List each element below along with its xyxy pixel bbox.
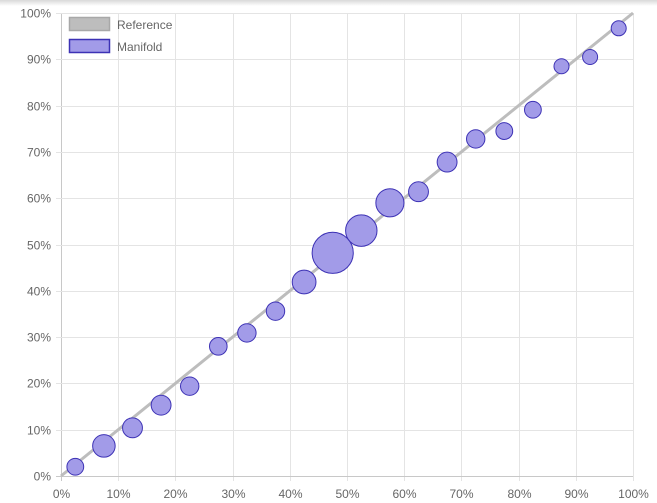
manifold-point[interactable] (66, 457, 85, 476)
manifold-point[interactable] (345, 214, 378, 247)
axis-ticks: 0% 10% 20% 30% 40% 50% 60% 70% 80% 90% 100% 0% 10% 20… (20, 7, 649, 502)
x-tick-label: 30% (221, 487, 245, 501)
grid (56, 13, 634, 481)
legend-label-manifold[interactable]: Manifold (117, 40, 162, 54)
manifold-point[interactable] (582, 48, 599, 65)
manifold-point[interactable] (237, 323, 257, 343)
manifold-point[interactable] (265, 301, 286, 321)
y-tick-label: 30% (27, 331, 51, 345)
x-tick-label: 40% (278, 487, 302, 501)
top-shadow (0, 0, 657, 6)
y-tick-label: 50% (27, 239, 51, 253)
manifold-point[interactable] (524, 100, 542, 119)
x-tick-label: 50% (335, 487, 359, 501)
x-tick-label: 70% (449, 487, 473, 501)
manifold-point[interactable] (291, 269, 317, 295)
x-tick-label: 20% (163, 487, 187, 501)
y-tick-label: 40% (27, 285, 51, 299)
manifold-point[interactable] (208, 337, 228, 356)
y-tick-label: 80% (27, 100, 51, 114)
manifold-point[interactable] (495, 122, 514, 140)
manifold-point[interactable] (150, 394, 172, 416)
x-tick-label: 80% (507, 487, 531, 501)
x-tick-label: 100% (618, 487, 649, 501)
legend[interactable]: Reference Manifold (68, 16, 173, 55)
y-tick-label: 70% (27, 146, 51, 160)
manifold-point[interactable] (436, 151, 458, 173)
y-tick-label: 10% (27, 424, 51, 438)
manifold-point[interactable] (122, 417, 143, 439)
x-tick-label: 90% (564, 487, 588, 501)
manifold-point[interactable] (375, 188, 405, 218)
manifold-point[interactable] (311, 231, 354, 274)
y-tick-label: 0% (34, 470, 52, 484)
manifold-point[interactable] (179, 376, 200, 396)
manifold-point[interactable] (408, 181, 429, 203)
y-tick-label: 90% (27, 53, 51, 67)
x-tick-label: 60% (392, 487, 416, 501)
x-tick-label: 10% (106, 487, 130, 501)
x-tick-label: 0% (53, 487, 71, 501)
y-tick-label: 20% (27, 377, 51, 391)
series-layer (60, 11, 634, 478)
manifold-point[interactable] (465, 129, 486, 149)
manifold-point[interactable] (553, 58, 570, 75)
y-tick-label: 60% (27, 192, 51, 206)
manifold-point[interactable] (610, 20, 627, 37)
y-tick-label: 100% (20, 7, 51, 21)
manifold-point[interactable] (92, 434, 116, 458)
legend-label-reference[interactable]: Reference (117, 18, 173, 32)
legend-swatch-reference[interactable] (68, 16, 111, 32)
legend-swatch-manifold[interactable] (68, 38, 111, 54)
